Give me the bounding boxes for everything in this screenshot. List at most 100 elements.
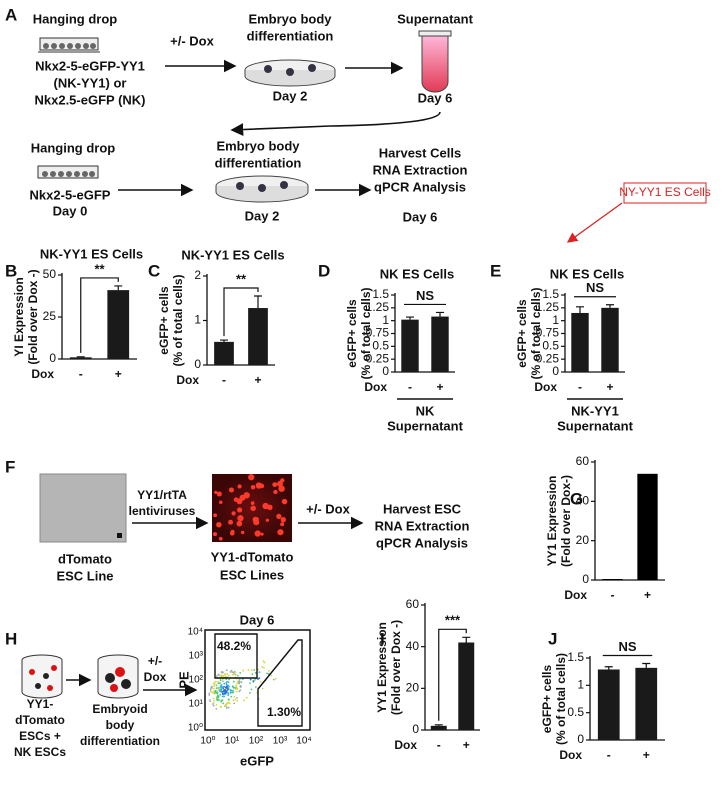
event [225,683,228,686]
step-text: ESC Line [56,568,113,583]
event [245,696,248,699]
y-axis-label: (% of total cells) [554,653,568,745]
event [229,689,232,691]
y-tick-label: 0.5 [372,339,389,353]
event [215,675,218,677]
event [214,691,217,694]
y-axis-label: eGFP+ cells [157,286,171,355]
event [226,673,229,675]
error-bar [604,666,613,670]
gate-label: 1.30% [267,705,301,719]
bar [597,669,620,740]
cell [231,511,236,516]
event [221,699,223,702]
cell [281,498,288,505]
cell [260,532,264,536]
flow-tick-label: 10³ [189,651,204,662]
step-title: Hanging drop [31,140,116,155]
event [212,697,215,700]
event [215,707,218,710]
error-bar [114,285,123,291]
annotation-arrow [566,202,623,243]
event [229,691,232,694]
event [228,698,230,701]
event [219,693,222,696]
cell [236,498,243,505]
event [239,671,242,674]
y-tick-label: 0.25 [536,351,560,365]
step-text: lentiviruses [129,504,196,518]
annotation-box [623,182,707,204]
event [251,673,254,676]
event [240,681,243,683]
event [227,674,230,677]
bar [571,312,589,372]
y-axis-label: (Fold over Dox -) [26,269,40,364]
event [226,686,229,689]
x-axis-label: Dox [176,373,199,387]
chart-title: NK-YY1 ES Cells [181,247,284,262]
y-tick-label: 1.25 [366,300,390,314]
event [225,678,228,681]
chart-title: NK ES Cells [380,266,454,281]
step-text: ESCs + [19,729,61,743]
event [239,686,242,688]
cell [216,521,222,528]
event [218,687,221,689]
bar [401,319,419,372]
y-axis-label: (% of total cells) [359,287,373,379]
step-text: YY1-dTomato [211,549,294,564]
event [220,706,223,708]
event [233,686,235,689]
cell [240,530,245,535]
panel-label: E [490,261,501,280]
event [217,695,219,698]
event [230,695,233,698]
significance-label: *** [445,613,461,628]
panel-label: I [380,629,385,648]
y-tick-label: 0 [382,364,389,378]
cell [265,518,269,522]
event [222,702,225,705]
y-tick-label: 1.5 [567,650,584,664]
event [210,685,213,688]
step-text: dTomato [15,713,65,727]
bar [458,642,475,730]
axis-label: eGFP [240,753,274,768]
event [233,672,235,675]
event [228,678,231,681]
bar [214,341,234,365]
event [232,691,235,694]
event [224,673,227,675]
event [249,678,252,681]
event [228,685,230,688]
x-axis-label: Dox [31,367,54,381]
bar [637,473,658,580]
event [223,685,225,688]
plate-icon [38,37,100,53]
y-tick-label: 40 [576,494,590,508]
step-text: Nkx2.5-eGFP (NK) [34,92,145,107]
y-tick-label: 0 [582,572,589,586]
cell [273,489,278,495]
cell [216,491,222,497]
significance-bracket [80,277,119,353]
flow-title: Day 6 [240,612,275,627]
panel-label: B [5,261,17,280]
event [215,687,218,690]
event [238,682,241,684]
event [241,678,244,681]
panel-label: F [5,457,15,476]
tube-icon [21,654,63,699]
step-title: Hanging drop [33,11,118,26]
event [212,704,215,707]
step-title: differentiation [247,28,334,43]
cell [228,487,235,493]
event [254,678,256,681]
event [214,680,217,683]
cell [276,480,283,487]
event [236,688,239,690]
group-label: Supernatant [387,418,464,433]
bar [431,316,449,372]
cell [218,536,223,541]
